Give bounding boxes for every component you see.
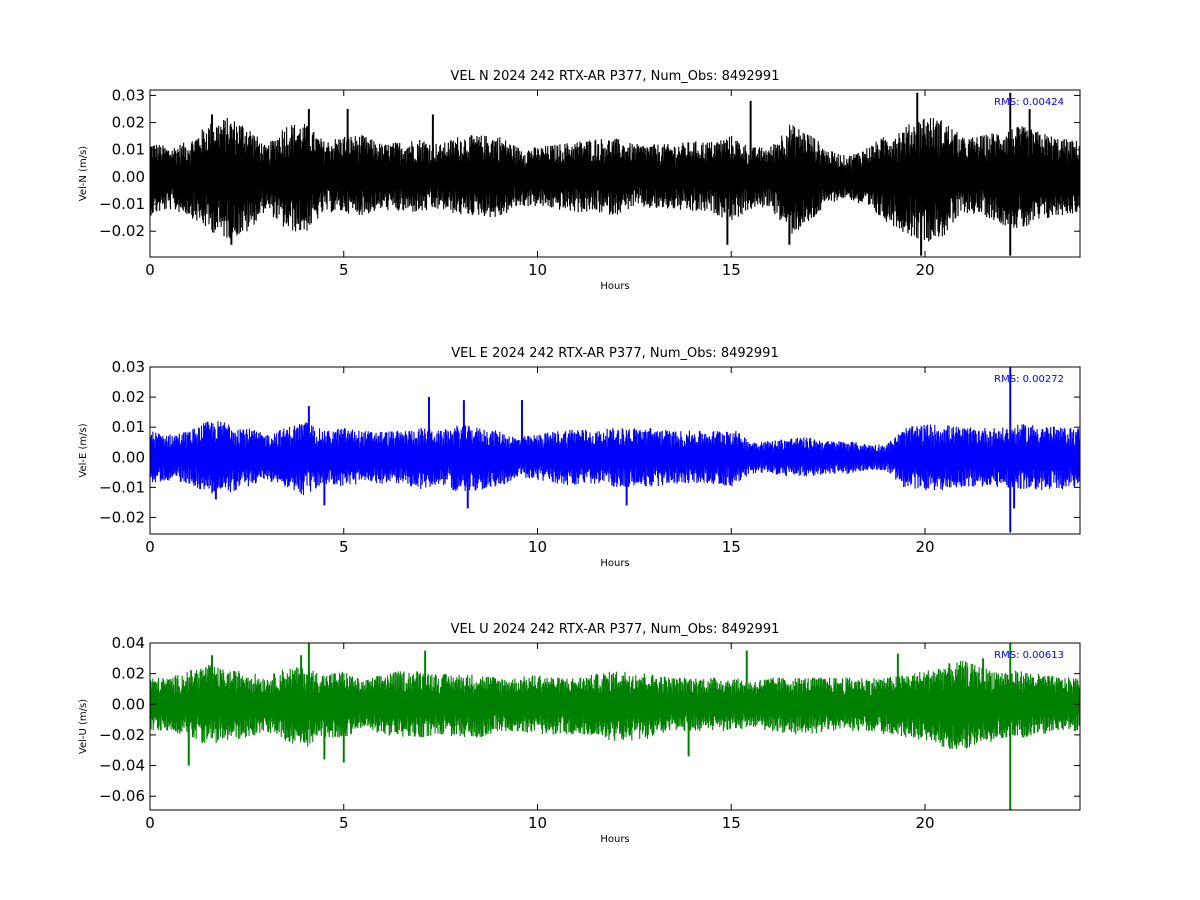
y-tick-label: −0.04 bbox=[99, 757, 145, 775]
x-tick-label: 0 bbox=[145, 538, 155, 556]
plot-frame bbox=[149, 642, 1081, 811]
panel-vel-n: 0 5 10 15 20 −0.02 −0.01 0.00 0.01 0.02 0.03 VEL N … bbox=[78, 69, 1081, 292]
y-tick-label: 0.00 bbox=[112, 695, 145, 713]
x-tick-label: 15 bbox=[722, 261, 741, 279]
plot-frame bbox=[149, 366, 1081, 535]
y-tick-label: 0.02 bbox=[112, 388, 145, 406]
x-axis-label: Hours bbox=[600, 834, 629, 845]
panel-title: VEL U 2024 242 RTX-AR P377, Num_Obs: 849… bbox=[451, 622, 780, 637]
x-tick-label: 10 bbox=[528, 538, 547, 556]
x-axis-label: Hours bbox=[600, 558, 629, 569]
y-tick-label: −0.02 bbox=[99, 508, 145, 526]
x-tick-label: 5 bbox=[339, 814, 349, 832]
y-tick-label: −0.01 bbox=[99, 195, 145, 213]
y-tick-label: −0.02 bbox=[99, 726, 145, 744]
data-trace bbox=[150, 421, 1080, 495]
plot-frame bbox=[149, 89, 1081, 258]
panel-title: VEL E 2024 242 RTX-AR P377, Num_Obs: 849… bbox=[451, 346, 778, 361]
x-tick-label: 15 bbox=[722, 814, 741, 832]
rms-annotation: RMS: 0.00424 bbox=[994, 97, 1064, 108]
x-axis-label: Hours bbox=[600, 281, 629, 292]
y-tick-label: 0.01 bbox=[112, 141, 145, 159]
panel-vel-u: 0 5 10 15 20 −0.06 −0.04 −0.02 0.00 0.02 0.04 VEL U… bbox=[78, 622, 1081, 845]
x-tick-label: 20 bbox=[915, 814, 934, 832]
rms-annotation: RMS: 0.00613 bbox=[994, 650, 1064, 661]
y-tick-label: 0.02 bbox=[112, 665, 145, 683]
x-tick-label: 5 bbox=[339, 261, 349, 279]
panel-title: VEL N 2024 242 RTX-AR P377, Num_Obs: 849… bbox=[451, 69, 780, 84]
rms-annotation: RMS: 0.00272 bbox=[994, 374, 1064, 385]
y-tick-label: 0.02 bbox=[112, 114, 145, 132]
data-trace bbox=[150, 117, 1080, 242]
y-tick-label: 0.03 bbox=[112, 86, 145, 104]
y-tick-label: −0.06 bbox=[99, 787, 145, 805]
y-axis-label: Vel-U (m/s) bbox=[78, 699, 89, 754]
panel-vel-e: 0 5 10 15 20 −0.02 −0.01 0.00 0.01 0.02 0.03 VEL E … bbox=[78, 346, 1081, 569]
x-tick-label: 0 bbox=[145, 814, 155, 832]
x-tick-label: 0 bbox=[145, 261, 155, 279]
x-tick-label: 15 bbox=[722, 538, 741, 556]
x-tick-label: 10 bbox=[528, 814, 547, 832]
y-tick-label: −0.02 bbox=[99, 222, 145, 240]
data-trace bbox=[150, 660, 1080, 750]
y-tick-label: 0.04 bbox=[112, 634, 145, 652]
y-tick-label: 0.01 bbox=[112, 418, 145, 436]
y-axis-label: Vel-N (m/s) bbox=[78, 146, 89, 201]
y-tick-label: −0.01 bbox=[99, 478, 145, 496]
y-tick-label: 0.00 bbox=[112, 448, 145, 466]
y-tick-label: 0.03 bbox=[112, 358, 145, 376]
y-axis-label: Vel-E (m/s) bbox=[78, 423, 89, 477]
y-tick-label: 0.00 bbox=[112, 168, 145, 186]
x-tick-label: 10 bbox=[528, 261, 547, 279]
x-tick-label: 5 bbox=[339, 538, 349, 556]
x-tick-label: 20 bbox=[915, 261, 934, 279]
x-tick-label: 20 bbox=[915, 538, 934, 556]
